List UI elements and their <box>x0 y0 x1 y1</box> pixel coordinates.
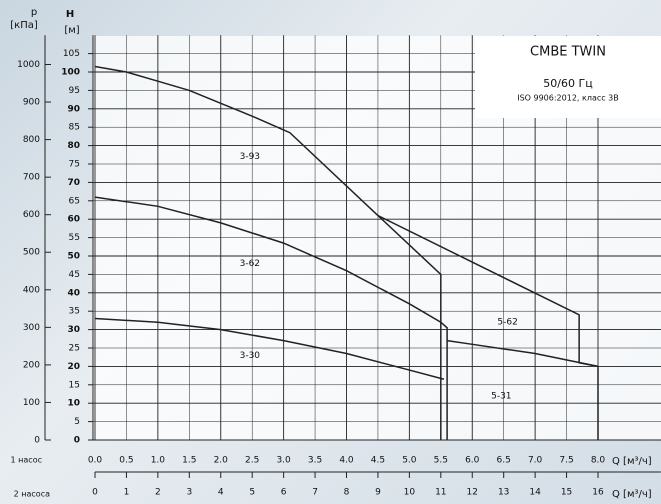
x2-row-label: 2 насоса <box>14 490 50 499</box>
x-tick-label: 4.0 <box>339 456 354 466</box>
y2-tick-label: 900 <box>23 98 40 108</box>
x-tick-label: 6.0 <box>465 456 480 466</box>
x-tick-label: 0.5 <box>119 456 133 466</box>
y-tick-label: 50 <box>67 252 80 262</box>
x-tick-label: 4.5 <box>371 456 385 466</box>
x2-tick-label: 8 <box>344 488 350 498</box>
y-unit: [м] <box>64 25 79 36</box>
y-tick-label: 90 <box>67 104 80 114</box>
y2-tick-label: 800 <box>23 135 40 145</box>
note: ISO 9906:2012, класс 3B <box>517 94 619 103</box>
x-tick-label: 2.0 <box>214 456 229 466</box>
y-tick-label: 60 <box>67 215 80 225</box>
y-tick-label: 15 <box>69 380 80 390</box>
x-row-label: 1 насос <box>11 456 42 465</box>
x-tick-label: 5.5 <box>434 456 448 466</box>
curve-label: 3-93 <box>240 152 260 162</box>
x2-tick-label: 1 <box>124 488 130 498</box>
x2-tick-label: 0 <box>92 488 98 498</box>
x2-tick-label: 16 <box>592 488 604 498</box>
x2-label: Q [м³/ч] <box>612 489 652 500</box>
y-tick-label: 80 <box>67 141 80 151</box>
y-tick-label: 45 <box>69 270 80 280</box>
x2-tick-label: 9 <box>375 488 381 498</box>
x2-tick-label: 7 <box>312 488 318 498</box>
y-tick-label: 55 <box>69 233 80 243</box>
x2-tick-label: 4 <box>218 488 224 498</box>
x-tick-label: 7.0 <box>528 456 543 466</box>
y-tick-label: 75 <box>69 160 80 170</box>
y-tick-label: 5 <box>74 417 80 427</box>
y2-tick-label: 200 <box>23 360 40 370</box>
x2-tick-label: 13 <box>498 488 509 498</box>
x-tick-label: 5.0 <box>402 456 417 466</box>
x2-tick-label: 15 <box>561 488 572 498</box>
x-tick-label: 0.0 <box>88 456 103 466</box>
x-tick-label: 6.5 <box>497 456 511 466</box>
curve <box>94 317 445 381</box>
y2-tick-label: 500 <box>23 248 40 258</box>
x-tick-label: 8.0 <box>591 456 606 466</box>
curve-label: 3-62 <box>240 259 260 269</box>
y-tick-label: 0 <box>74 436 80 446</box>
y-tick-label: 70 <box>67 178 80 188</box>
curve <box>94 65 442 440</box>
curve <box>446 339 599 440</box>
y2-tick-label: 600 <box>23 210 40 220</box>
x2-tick-label: 6 <box>281 488 287 498</box>
x-tick-label: 3.5 <box>308 456 322 466</box>
y2-label: p <box>31 7 37 18</box>
curve-label: 5-62 <box>497 318 517 328</box>
y2-tick-label: 0 <box>34 436 40 446</box>
y-tick-label: 105 <box>63 49 80 59</box>
y-tick-label: 30 <box>67 325 80 335</box>
x-tick-label: 7.5 <box>559 456 573 466</box>
x-tick-label: 1.5 <box>182 456 196 466</box>
title-box <box>475 36 661 118</box>
x2-tick-label: 14 <box>529 488 541 498</box>
subtitle: 50/60 Гц <box>543 77 592 90</box>
x2-tick-label: 2 <box>155 488 161 498</box>
y2-tick-label: 1000 <box>17 60 40 70</box>
x2-tick-label: 12 <box>467 488 478 498</box>
y-tick-label: 25 <box>69 344 80 354</box>
y-tick-label: 65 <box>69 196 80 206</box>
curve-label: 5-31 <box>491 391 511 401</box>
chart-title: CMBE TWIN <box>530 45 606 60</box>
y-tick-label: 100 <box>61 68 80 78</box>
y-tick-label: 95 <box>69 86 80 96</box>
curve <box>94 196 448 440</box>
x2-tick-label: 3 <box>186 488 192 498</box>
y-tick-label: 10 <box>67 399 80 409</box>
x2-tick-label: 5 <box>249 488 255 498</box>
y2-tick-label: 300 <box>23 323 40 333</box>
x-tick-label: 3.0 <box>276 456 291 466</box>
y-tick-label: 85 <box>69 123 80 133</box>
x-tick-label: 2.5 <box>245 456 259 466</box>
y-label: H <box>66 9 74 20</box>
y2-unit: [кПа] <box>10 20 38 31</box>
x2-tick-label: 11 <box>435 488 446 498</box>
y-tick-label: 40 <box>67 288 80 298</box>
y-tick-label: 20 <box>67 362 80 372</box>
y2-tick-label: 700 <box>23 173 40 183</box>
y-tick-label: 35 <box>69 307 80 317</box>
x2-tick-label: 10 <box>404 488 416 498</box>
x-label: Q [м³/ч] <box>612 456 652 467</box>
x-tick-label: 1.0 <box>151 456 166 466</box>
y2-tick-label: 400 <box>23 285 40 295</box>
curve-label: 3-30 <box>240 351 261 361</box>
y2-tick-label: 100 <box>23 398 40 408</box>
